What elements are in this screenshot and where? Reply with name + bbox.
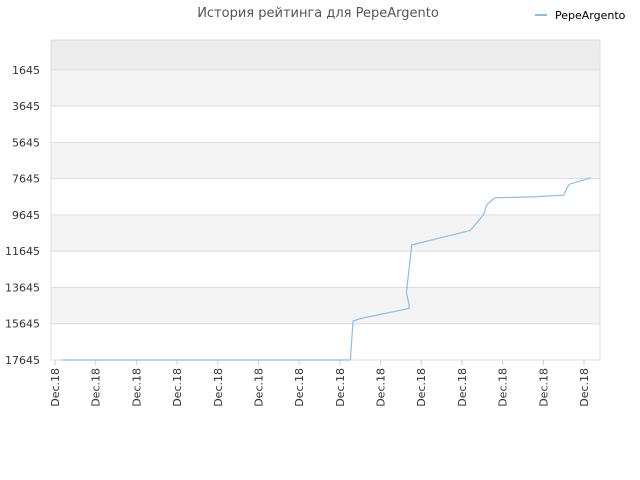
plot-band <box>51 106 600 143</box>
x-tick-label: Dec.18 <box>212 368 225 407</box>
y-tick-label: 1645 <box>12 64 40 77</box>
x-tick-label: Dec.18 <box>456 368 469 407</box>
x-tick-label: Dec.18 <box>252 368 265 407</box>
y-tick-label: 11645 <box>5 245 40 258</box>
plot-band <box>51 40 600 70</box>
plot-bands <box>51 40 600 360</box>
x-tick-label: Dec.18 <box>293 368 306 407</box>
plot-band <box>51 69 600 107</box>
x-tick-label: Dec.18 <box>90 368 103 407</box>
legend-label: PepeArgento <box>555 9 626 22</box>
x-tick-label: Dec.18 <box>130 368 143 407</box>
x-axis-ticks: Dec.18 Dec.18 Dec.18 Dec.18 Dec.18 Dec.18 Dec.… <box>49 360 591 407</box>
y-tick-label: 13645 <box>5 281 40 294</box>
y-tick-label: 5645 <box>12 136 40 149</box>
chart-title: История рейтинга для PepeArgento <box>197 6 439 21</box>
plot-band <box>51 251 600 288</box>
y-axis-ticks: 1645 3645 5645 7645 9645 11645 13645 15645 17645 <box>5 64 40 367</box>
x-tick-label: Dec.18 <box>537 368 550 407</box>
x-tick-label: Dec.18 <box>497 368 510 407</box>
plot-band <box>51 178 600 215</box>
y-tick-label: 9645 <box>12 209 40 222</box>
y-tick-label: 7645 <box>12 173 40 186</box>
x-tick-label: Dec.18 <box>334 368 347 407</box>
x-tick-label: Dec.18 <box>578 368 591 407</box>
y-tick-label: 3645 <box>12 100 40 113</box>
x-tick-label: Dec.18 <box>415 368 428 407</box>
plot-band <box>51 142 600 179</box>
plot-band <box>51 214 600 252</box>
y-tick-label: 17645 <box>5 354 40 367</box>
series-group <box>62 177 591 361</box>
y-tick-label: 15645 <box>5 318 40 331</box>
x-tick-label: Dec.18 <box>49 368 62 407</box>
x-tick-label: Dec.18 <box>171 368 184 407</box>
series-line <box>62 177 591 361</box>
plot-band <box>51 287 600 324</box>
plot-band <box>51 323 600 360</box>
legend[interactable]: PepeArgento <box>535 9 626 22</box>
x-tick-label: Dec.18 <box>375 368 388 407</box>
